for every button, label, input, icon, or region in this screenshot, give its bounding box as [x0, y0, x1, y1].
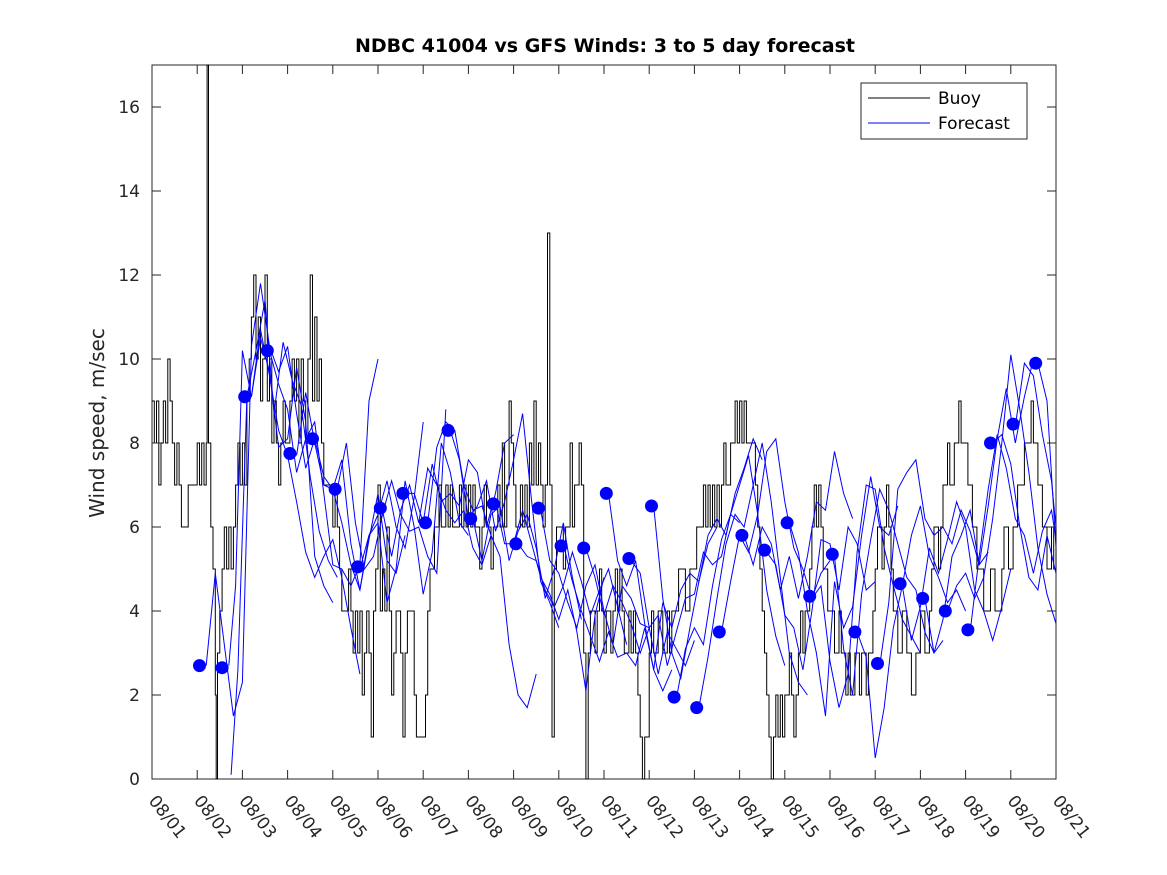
forecast-point-22 [690, 701, 704, 715]
forecast-point-16 [554, 539, 568, 553]
y-tick-label: 4 [129, 602, 140, 622]
forecast-line-33 [924, 358, 1034, 654]
legend: Buoy Forecast [860, 82, 1028, 140]
forecast-line-31 [879, 458, 989, 666]
forecast-point-19 [622, 552, 636, 565]
forecast-line-28 [811, 484, 921, 708]
forecast-point-4 [283, 447, 297, 460]
forecast-point-34 [961, 623, 975, 637]
forecast-point-26 [780, 516, 794, 530]
forecast-line-3 [250, 329, 361, 675]
buoy-series [152, 64, 1057, 780]
y-tick-label: 12 [118, 266, 140, 286]
y-tick-label: 6 [129, 518, 140, 538]
forecast-line-11 [427, 421, 537, 709]
forecast-line-36 [992, 433, 1057, 592]
forecast-line-20 [630, 513, 740, 666]
forecast-point-2 [238, 390, 252, 404]
forecast-point-31 [893, 577, 907, 591]
y-tick-label: 14 [118, 182, 140, 202]
forecast-point-36 [1006, 417, 1020, 431]
y-tick-label: 10 [118, 350, 140, 370]
forecast-point-13 [486, 497, 500, 511]
forecast-point-27 [803, 589, 817, 603]
forecast-point-24 [735, 528, 749, 542]
forecast-point-20 [645, 499, 658, 513]
forecast-point-15 [532, 501, 545, 515]
forecast-line-7 [336, 409, 447, 575]
forecast-line-22 [675, 455, 786, 700]
legend-forecast-label: Forecast [938, 114, 1010, 134]
y-axis-label: Wind speed, m/sec [85, 328, 109, 518]
forecast-line-13 [472, 504, 582, 620]
forecast-line-18 [585, 547, 695, 675]
forecast-point-37 [1029, 356, 1043, 370]
forecast-line-15 [517, 543, 628, 645]
forecast-line-21 [653, 437, 763, 681]
forecast-point-17 [577, 541, 591, 555]
forecast-point-25 [758, 543, 771, 557]
forecast-point-7 [351, 560, 365, 574]
forecast-point-32 [916, 591, 930, 605]
forecast-line-26 [766, 525, 876, 670]
forecast-point-33 [938, 604, 952, 618]
forecast-line-38 [1037, 363, 1057, 549]
forecast-line-34 [947, 354, 1057, 624]
chart-title: NDBC 41004 vs GFS Winds: 3 to 5 day fore… [355, 35, 855, 57]
y-tick-label: 8 [129, 434, 140, 454]
forecast-point-30 [871, 657, 884, 670]
forecast-line-1 [228, 337, 334, 666]
forecast-line-25 [743, 451, 854, 599]
forecast-point-23 [712, 625, 726, 639]
y-axis: 0 2 4 6 8 10 12 14 16 [118, 98, 1056, 790]
forecast-line-30 [856, 505, 967, 759]
forecast-point-8 [373, 501, 387, 515]
axes-box [151, 64, 1057, 780]
forecast-line-23 [698, 442, 808, 708]
forecast-point-11 [441, 423, 455, 437]
forecast-point-14 [509, 537, 523, 551]
forecast-points [193, 344, 1043, 715]
forecast-point-3 [260, 344, 274, 358]
forecast-line-29 [834, 487, 944, 696]
forecast-line-8 [359, 442, 469, 603]
forecast-point-18 [599, 486, 613, 500]
forecast-line-32 [901, 500, 1012, 643]
forecast-point-28 [825, 547, 839, 561]
forecast-line-35 [969, 434, 1057, 633]
forecast-point-21 [667, 690, 681, 704]
forecast-point-12 [464, 512, 478, 526]
forecast-point-6 [328, 482, 342, 496]
forecast-point-9 [396, 486, 410, 500]
forecast-line-16 [540, 510, 650, 645]
forecast-point-29 [848, 625, 862, 639]
y-tick-label: 16 [118, 98, 140, 118]
buoy-line [152, 64, 1057, 780]
y-tick-label: 2 [129, 686, 140, 706]
forecast-point-1 [215, 661, 229, 675]
plot-area [151, 64, 1057, 780]
y-tick-label: 0 [129, 770, 140, 790]
forecast-point-10 [419, 516, 432, 530]
legend-box [860, 82, 1028, 140]
forecast-point-0 [193, 659, 206, 673]
forecast-point-5 [306, 432, 319, 446]
forecast-line-0 [205, 283, 316, 717]
legend-buoy-label: Buoy [938, 89, 981, 109]
forecast-line-27 [788, 476, 899, 717]
forecast-point-35 [984, 436, 997, 450]
